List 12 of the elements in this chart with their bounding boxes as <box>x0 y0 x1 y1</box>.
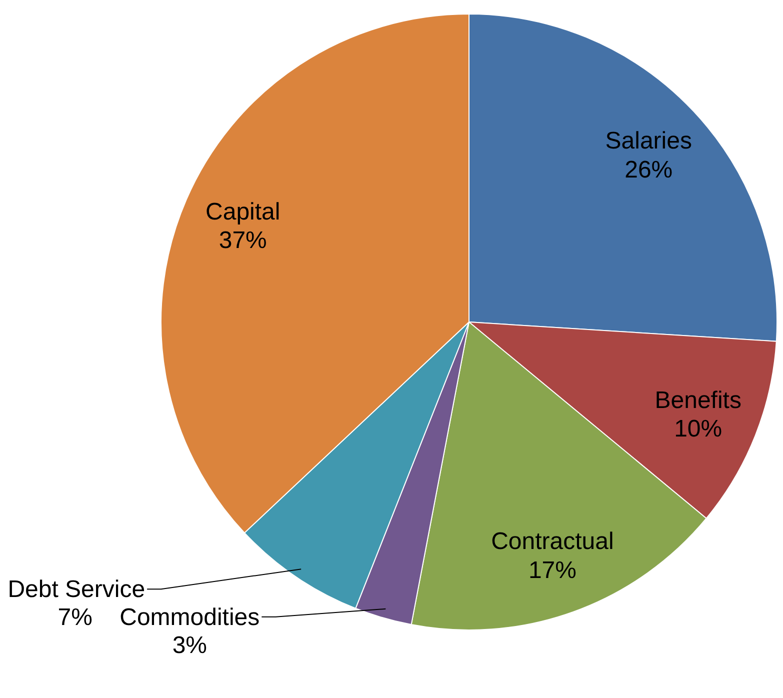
slice-label: Commodities <box>120 604 260 631</box>
data-label: 37% <box>218 227 267 254</box>
data-label: 10% <box>674 416 722 443</box>
data-label: 7% <box>58 604 92 632</box>
slice-label: Salaries <box>605 128 692 155</box>
slice-label: Benefits <box>654 386 742 414</box>
data-label: 17% <box>528 556 576 584</box>
slice-label: Contractual <box>491 528 614 556</box>
slice-label: Debt Service <box>8 576 146 604</box>
data-label: 26% <box>624 156 673 184</box>
data-label: 3% <box>172 632 207 659</box>
slice-label: Capital <box>206 198 280 226</box>
